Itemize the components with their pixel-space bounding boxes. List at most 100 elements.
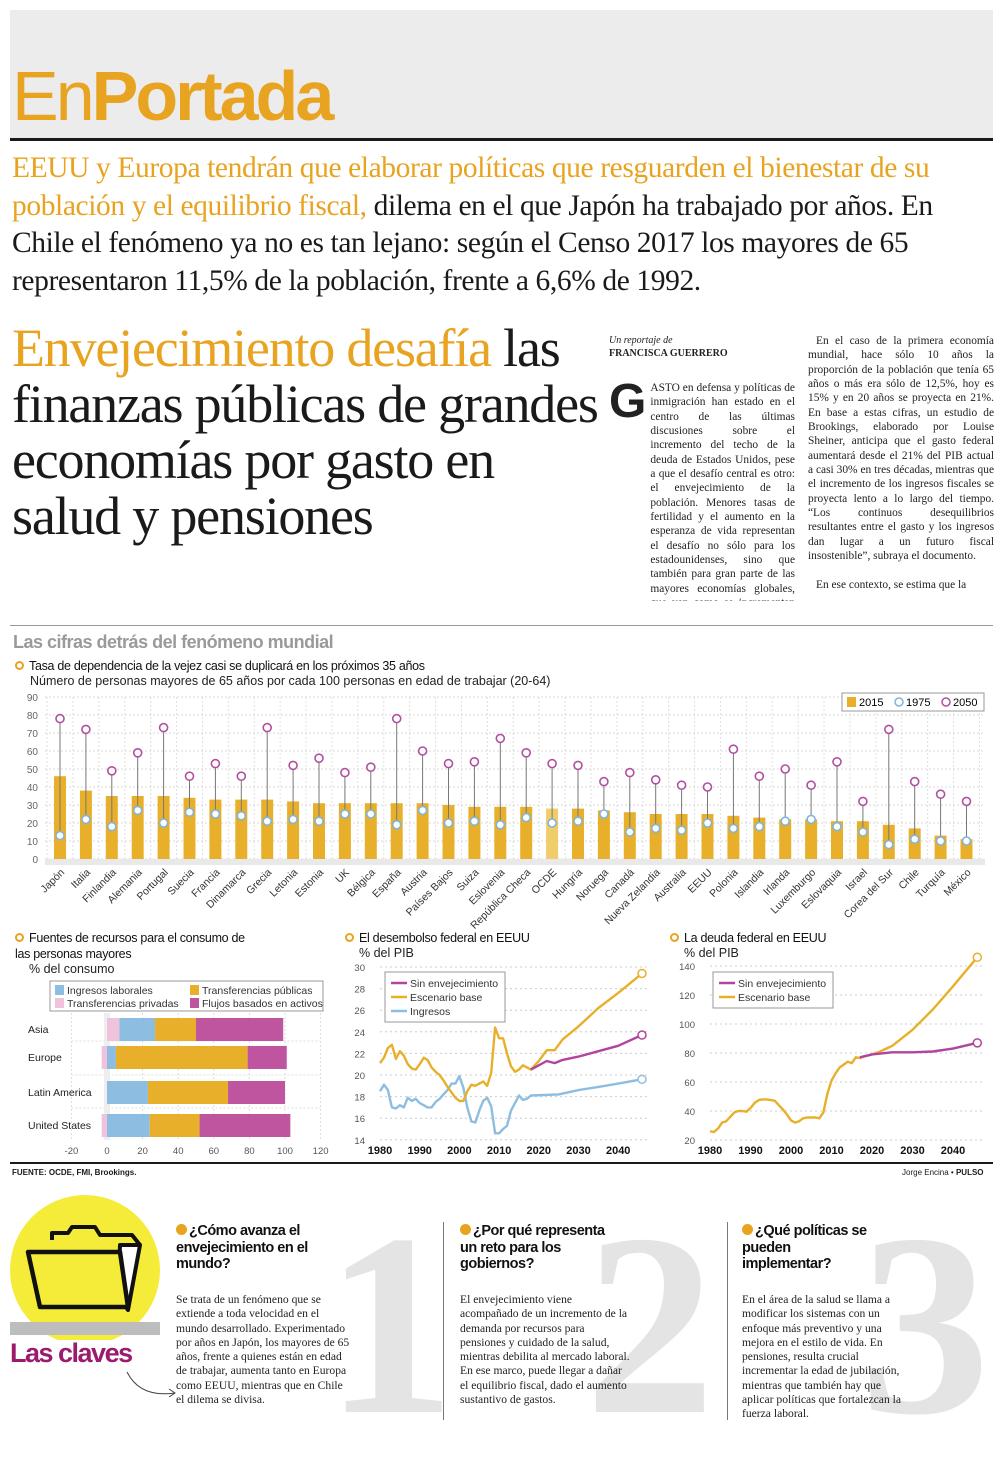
legend-box	[712, 971, 834, 1009]
marker-1975	[288, 814, 298, 825]
article-column-2: En el caso de la primera economía mundia…	[808, 334, 994, 592]
category-label: Asia	[28, 1024, 49, 1036]
marker-2050	[340, 767, 350, 778]
end-marker	[637, 968, 647, 979]
marker-2050	[909, 776, 920, 787]
legend-label: 2015	[859, 697, 883, 709]
logo-bold: Portada	[91, 57, 335, 135]
legend-swatch	[55, 998, 64, 1008]
marker-1975	[81, 814, 91, 825]
y-tick-label: 140	[679, 962, 695, 973]
marker-2050	[935, 789, 946, 799]
y-tick-label: 28	[354, 985, 365, 996]
category-label: Latin America	[28, 1087, 92, 1099]
legend-swatch	[190, 998, 199, 1008]
marker-2050	[210, 758, 221, 769]
marker-1975	[443, 818, 454, 828]
key-question: ¿Cómo avanza el envejecimiento en el mun…	[176, 1223, 308, 1272]
deck: EEUU y Europa tendrán que elaborar polít…	[12, 150, 997, 300]
article-column-1: Un reportaje de FRANCISCA GUERRERO G ASTO…	[609, 334, 795, 601]
x-tick-label: 1990	[407, 1145, 431, 1157]
marker-2050	[676, 780, 687, 790]
marker-2050	[132, 747, 143, 758]
chart-subtitle: % del consumo	[29, 962, 115, 976]
category-label: Islandia	[732, 867, 766, 901]
marker-1975	[858, 827, 868, 837]
bar-2015	[831, 821, 843, 859]
y-tick-label: 40	[27, 783, 39, 794]
end-marker	[972, 952, 983, 963]
chart-title: Tasa de dependencia de la vejez casi se …	[29, 659, 425, 673]
divider	[10, 138, 993, 141]
bar-segment	[115, 1046, 248, 1069]
marker-1975	[417, 805, 428, 816]
credit-name: Jorge Encina	[902, 1168, 949, 1177]
marker-2050	[314, 753, 324, 763]
legend-label: Escenario base	[738, 992, 811, 1004]
y-tick-label: 14	[354, 1136, 365, 1147]
marker-2050	[469, 757, 480, 767]
bullet-icon	[345, 933, 354, 942]
marker-1975	[210, 809, 221, 819]
y-tick-label: 16	[354, 1114, 365, 1125]
category-label: Turquía	[914, 867, 948, 901]
legend-box	[49, 980, 324, 1012]
marker-1975	[624, 827, 635, 837]
legend-marker-2050	[941, 697, 951, 707]
key-item-2: ¿Por qué representa un reto para los gob…	[460, 1223, 630, 1407]
credit-separator: •	[948, 1168, 956, 1177]
marker-1975	[184, 807, 195, 817]
bullet-icon	[15, 661, 24, 670]
legend-label: Sin envejecimiento	[738, 978, 826, 990]
bar-segment	[107, 1114, 150, 1137]
marker-2050	[547, 758, 557, 769]
bullet-icon	[176, 1224, 187, 1235]
legend-marker-1975	[894, 697, 904, 707]
x-tick-label: 2000	[447, 1145, 471, 1157]
category-label: Japón	[38, 867, 67, 896]
marker-2050	[754, 771, 765, 781]
end-marker	[637, 1074, 647, 1085]
marker-1975	[832, 821, 842, 832]
chart-title: Fuentes de recursos para el consumo de l…	[15, 931, 245, 961]
masthead: EnPortada	[10, 10, 993, 139]
bar-2015	[442, 805, 455, 859]
y-tick-label: 26	[354, 1006, 365, 1017]
x-tick-label: 2010	[487, 1145, 511, 1157]
end-marker	[637, 1030, 647, 1040]
marker-1975	[391, 820, 402, 830]
x-tick-label: 2030	[900, 1145, 924, 1157]
claves-label: Las claves	[10, 1338, 133, 1368]
marker-1975	[547, 818, 557, 828]
marker-1975	[521, 812, 532, 823]
marker-2050	[365, 762, 376, 772]
bar-2015	[805, 819, 818, 859]
y-tick-label: 24	[354, 1028, 365, 1039]
x-tick-label: -20	[65, 1146, 79, 1157]
key-question: ¿Por qué representa un reto para los gob…	[460, 1223, 605, 1272]
legend-swatch	[190, 985, 199, 995]
bar-2015	[313, 803, 325, 859]
marker-2050	[806, 780, 816, 790]
y-tick-label: 50	[27, 765, 39, 776]
outlays-chart-header: El desembolso federal en EEUU % del PIB	[345, 930, 530, 961]
marker-1975	[961, 836, 972, 846]
marker-1975	[676, 825, 687, 835]
marker-2050	[573, 760, 583, 771]
marker-2050	[158, 722, 169, 733]
logo-light: En	[12, 57, 95, 135]
headline: Envejecimiento desafía las finanzas públ…	[12, 320, 612, 544]
bullet-icon	[460, 1224, 471, 1235]
category-label: Estonia	[293, 867, 326, 900]
deck-text: dilema en el que Japón ha trabajado por …	[12, 189, 933, 297]
marker-2050	[780, 764, 791, 774]
arrow-icon	[126, 1371, 176, 1398]
x-tick-label: 80	[244, 1146, 255, 1157]
marker-1975	[55, 830, 65, 841]
bar-2015	[79, 790, 92, 859]
source-note: FUENTE: OCDE, FMI, Brookings.	[12, 1168, 137, 1177]
marker-1975	[262, 816, 273, 826]
marker-1975	[702, 818, 713, 828]
bar-segment	[247, 1046, 287, 1069]
